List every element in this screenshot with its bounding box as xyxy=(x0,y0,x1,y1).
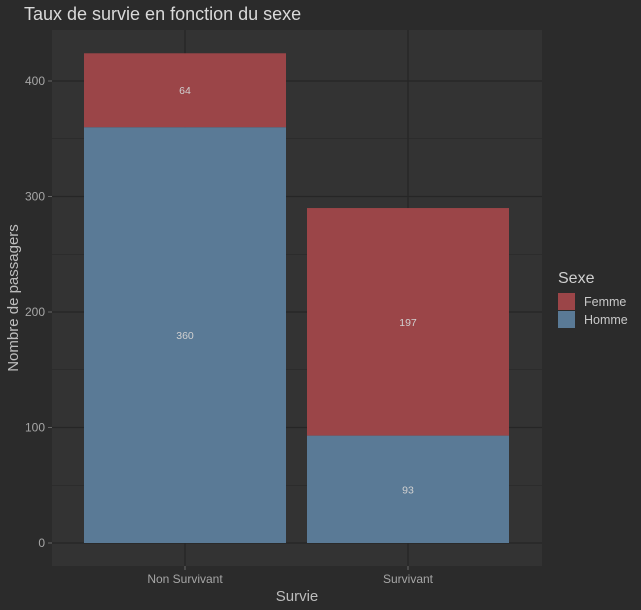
bars xyxy=(84,53,509,543)
x-tick-label: Survivant xyxy=(383,572,434,586)
y-axis: 0 100 200 300 400 xyxy=(25,74,52,550)
legend-title: Sexe xyxy=(558,270,595,287)
legend-label: Homme xyxy=(584,313,628,327)
y-axis-title: Nombre de passagers xyxy=(5,224,22,372)
x-axis: Non Survivant Survivant xyxy=(147,566,434,586)
data-label: 197 xyxy=(399,317,417,329)
y-tick-label: 0 xyxy=(38,536,45,550)
legend-key xyxy=(558,311,575,328)
bar-segment xyxy=(307,208,509,436)
y-tick-label: 300 xyxy=(25,190,45,204)
data-label: 360 xyxy=(176,330,194,342)
x-tick-label: Non Survivant xyxy=(147,572,223,586)
bar-segment xyxy=(307,435,509,543)
y-tick-label: 100 xyxy=(25,421,45,435)
legend-label: Femme xyxy=(584,295,626,309)
legend: Sexe Femme Homme xyxy=(558,270,628,328)
data-label: 93 xyxy=(402,484,414,496)
chart-title: Taux de survie en fonction du sexe xyxy=(24,4,301,24)
bar-segment xyxy=(84,53,286,128)
y-tick-label: 400 xyxy=(25,74,45,88)
x-axis-title: Survie xyxy=(276,588,319,605)
bar-segment xyxy=(84,127,286,543)
legend-key xyxy=(558,293,575,310)
data-label: 64 xyxy=(179,85,191,97)
data-labels: 360 64 93 197 xyxy=(176,85,417,496)
y-tick-label: 200 xyxy=(25,305,45,319)
